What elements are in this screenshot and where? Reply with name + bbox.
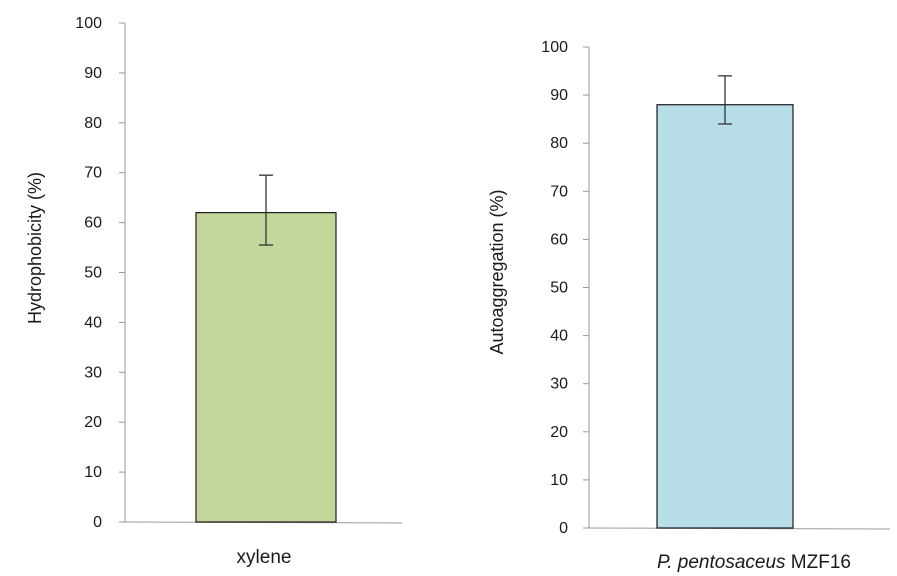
y-tick-label: 50 — [84, 265, 102, 282]
x-tick-label: xylene — [237, 547, 292, 568]
y-tick-label: 70 — [84, 165, 102, 182]
y-tick-label: 0 — [93, 514, 102, 531]
y-tick-label: 60 — [550, 231, 568, 248]
y-tick-label: 10 — [550, 472, 568, 489]
y-tick-label: 70 — [550, 183, 568, 200]
x-tick-label-italic: P. pentosaceus — [657, 552, 786, 573]
y-tick-label: 60 — [84, 215, 102, 232]
y-tick-label: 20 — [84, 414, 102, 431]
y-axis-label: Hydrophobicity (%) — [25, 172, 45, 324]
y-tick-label: 80 — [84, 115, 102, 132]
y-axis-label: Autoaggregation (%) — [487, 189, 507, 354]
y-tick-label: 100 — [541, 39, 568, 56]
x-tick-label-plain: MZF16 — [786, 552, 851, 573]
hydrophobicity-chart: Hydrophobicity (%) 0 10 20 30 40 50 60 70 80 90 10… — [25, 15, 403, 568]
y-tick-label: 100 — [75, 15, 102, 32]
y-tick-label: 90 — [550, 87, 568, 104]
bar — [195, 212, 337, 523]
y-axis-ticks: 0 10 20 30 40 50 60 70 80 90 100 — [75, 15, 125, 531]
y-tick-label: 40 — [84, 314, 102, 331]
bars — [656, 75, 794, 529]
y-tick-label: 30 — [84, 364, 102, 381]
x-tick-label: P. pentosaceus MZF16 — [657, 552, 851, 573]
y-tick-label: 10 — [84, 464, 102, 481]
bar — [656, 104, 794, 529]
y-axis-ticks: 0 10 20 30 40 50 60 70 80 90 100 — [541, 39, 589, 537]
y-tick-label: 90 — [84, 65, 102, 82]
bars — [195, 174, 337, 523]
y-tick-label: 80 — [550, 135, 568, 152]
y-tick-label: 50 — [550, 280, 568, 297]
y-tick-label: 30 — [550, 376, 568, 393]
y-tick-label: 40 — [550, 328, 568, 345]
y-tick-label: 0 — [559, 520, 568, 537]
y-tick-label: 20 — [550, 424, 568, 441]
autoaggregation-chart: Autoaggregation (%) 0 10 20 30 40 50 60 70 80 90 1… — [487, 39, 891, 573]
